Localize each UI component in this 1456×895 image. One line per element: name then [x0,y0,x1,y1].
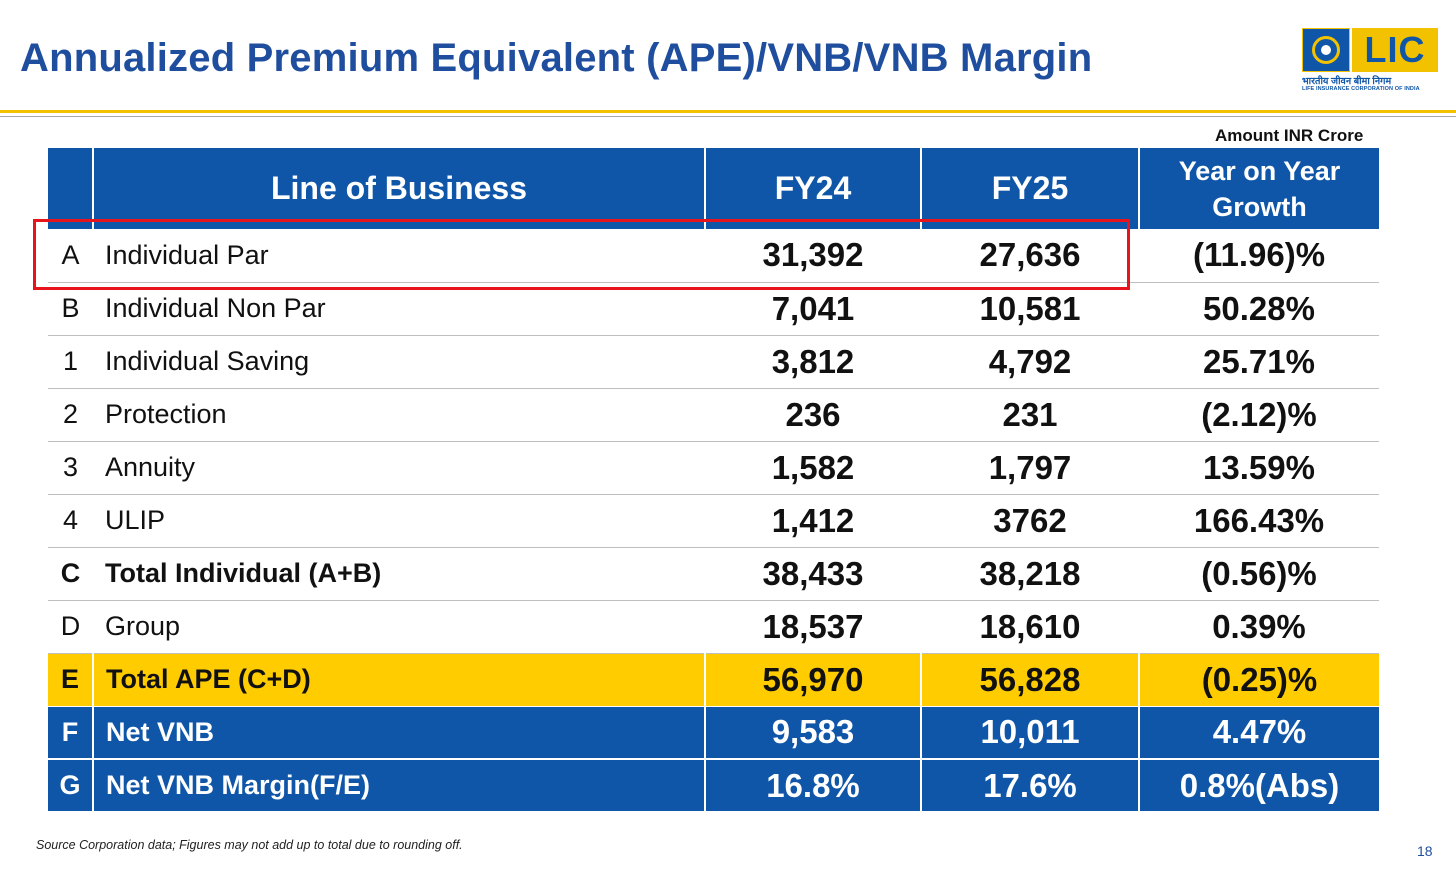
row-growth: 25.71% [1139,335,1379,389]
highlight-box [33,219,1130,290]
unit-note: Amount INR Crore [1215,126,1364,145]
row-code: A [48,229,93,283]
row-fy24: 9,583 [704,706,921,760]
row-name: Group [93,600,705,654]
table-row-net-vnb: F Net VNB 9,583 10,011 4.47% [48,706,1379,760]
row-fy24: 18,537 [705,600,921,654]
page-title: Annualized Premium Equivalent (APE)/VNB/… [20,36,1093,80]
row-fy25: 56,828 [920,653,1139,707]
table-row: B Individual Non Par 7,041 10,581 50.28% [48,282,1379,336]
row-fy25: 27,636 [921,229,1139,283]
row-fy25: 10,011 [920,706,1139,760]
row-growth: 0.39% [1139,600,1379,654]
page-number: 18 [1417,843,1433,859]
source-note: Source Corporation data; Figures may not… [36,838,463,852]
row-growth: (2.12)% [1139,388,1379,442]
row-name: Net VNB [92,706,705,760]
lic-logo: LIC भारतीय जीवन बीमा निगम LIFE INSURANCE… [1302,28,1438,92]
lic-emblem-icon [1302,28,1350,72]
table-row: 3 Annuity 1,582 1,797 13.59% [48,441,1379,495]
row-fy24: 7,041 [705,282,921,336]
row-fy25: 231 [921,388,1139,442]
row-code: 3 [48,441,93,495]
row-name: Annuity [93,441,705,495]
header-divider-yellow [0,110,1456,113]
row-code: 2 [48,388,93,442]
table-row: A Individual Par 31,392 27,636 (11.96)% [48,229,1379,283]
table-row-vnb-margin: G Net VNB Margin(F/E) 16.8% 17.6% 0.8%(A… [48,759,1379,813]
row-growth: 50.28% [1139,282,1379,336]
row-name: Total Individual (A+B) [93,547,705,601]
row-fy24: 38,433 [705,547,921,601]
header-code [48,148,93,229]
row-fy24: 3,812 [705,335,921,389]
row-fy25: 4,792 [921,335,1139,389]
row-code: 1 [48,335,93,389]
header-fy25: FY25 [920,148,1139,229]
row-code: G [48,759,93,813]
logo-hindi-text: भारतीय जीवन बीमा निगम [1302,76,1392,87]
row-code: C [48,547,93,601]
table-row: D Group 18,537 18,610 0.39% [48,600,1379,654]
table-row: 2 Protection 236 231 (2.12)% [48,388,1379,442]
row-code: F [48,706,93,760]
header-line-of-business: Line of Business [92,148,705,229]
row-fy24: 31,392 [705,229,921,283]
row-growth: (0.25)% [1138,653,1379,707]
logo-brand-text: LIC [1352,28,1438,72]
row-growth: (0.56)% [1139,547,1379,601]
header-yoy-growth: Year on Year Growth [1138,148,1379,229]
row-name: Total APE (C+D) [92,653,705,707]
row-fy25: 17.6% [920,759,1139,813]
row-fy24: 1,412 [705,494,921,548]
table-row: 4 ULIP 1,412 3762 166.43% [48,494,1379,548]
row-fy24: 1,582 [705,441,921,495]
ape-table: Line of Business FY24 FY25 Year on Year … [48,148,1379,813]
row-fy24: 56,970 [704,653,921,707]
table-row: 1 Individual Saving 3,812 4,792 25.71% [48,335,1379,389]
row-fy25: 18,610 [921,600,1139,654]
row-fy24: 236 [705,388,921,442]
table-header-row: Line of Business FY24 FY25 Year on Year … [48,148,1379,229]
table-row-total-ape: E Total APE (C+D) 56,970 56,828 (0.25)% [48,653,1379,707]
row-name: Individual Par [93,229,705,283]
row-name: Individual Saving [93,335,705,389]
row-code: 4 [48,494,93,548]
row-name: Individual Non Par [93,282,705,336]
row-fy25: 3762 [921,494,1139,548]
header-divider-gray [0,116,1456,117]
row-code: D [48,600,93,654]
row-fy24: 16.8% [704,759,921,813]
header-fy24: FY24 [704,148,921,229]
row-name: Protection [93,388,705,442]
row-name: ULIP [93,494,705,548]
table-row: C Total Individual (A+B) 38,433 38,218 (… [48,547,1379,601]
row-growth: 166.43% [1139,494,1379,548]
row-growth: 13.59% [1139,441,1379,495]
row-code: B [48,282,93,336]
row-growth: (11.96)% [1139,229,1379,283]
row-growth: 4.47% [1138,706,1379,760]
row-name: Net VNB Margin(F/E) [92,759,705,813]
row-growth: 0.8%(Abs) [1138,759,1379,813]
row-fy25: 10,581 [921,282,1139,336]
row-fy25: 1,797 [921,441,1139,495]
row-fy25: 38,218 [921,547,1139,601]
row-code: E [48,653,93,707]
logo-english-text: LIFE INSURANCE CORPORATION OF INDIA [1302,86,1420,92]
